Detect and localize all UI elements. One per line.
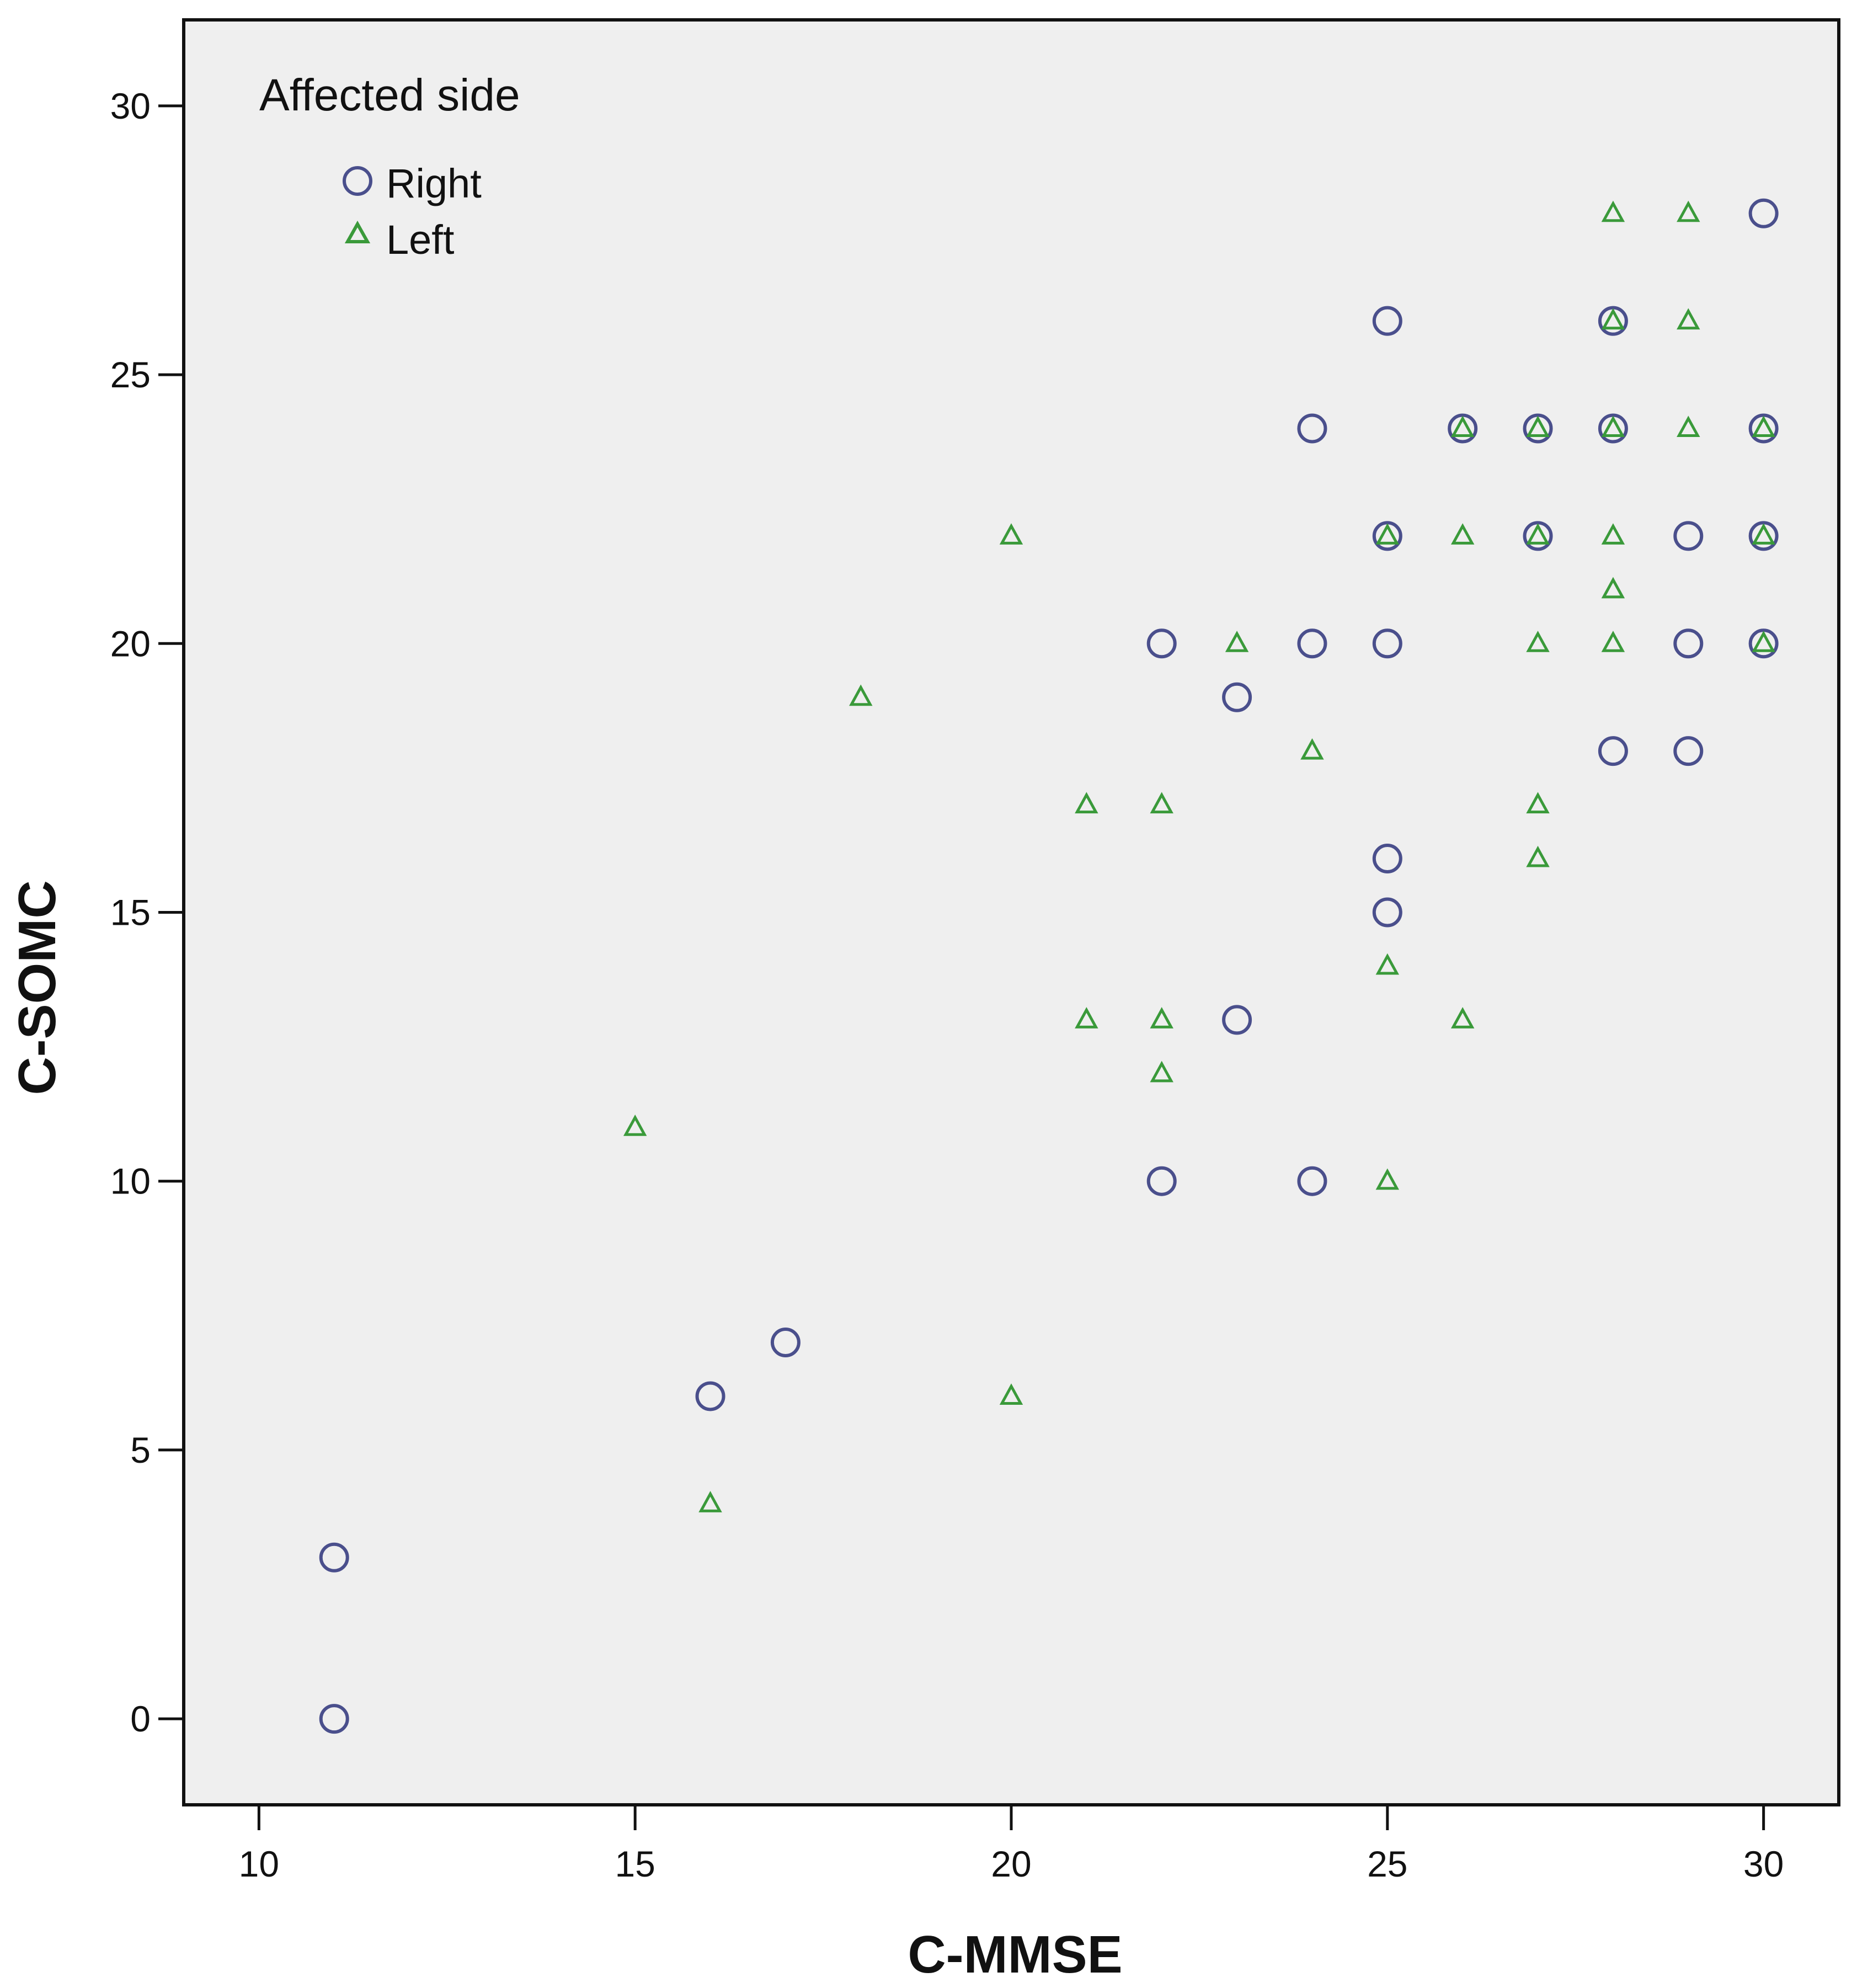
point-right [1598, 306, 1628, 336]
point-right [770, 1328, 801, 1358]
point-right [1222, 1005, 1252, 1035]
point-left [1300, 738, 1324, 760]
point-left [1450, 415, 1475, 438]
point-left [1375, 1168, 1400, 1190]
point-left [1601, 631, 1625, 652]
y-tick-label: 5 [130, 1430, 151, 1470]
point-left [1677, 308, 1700, 330]
point-left [1601, 415, 1625, 438]
x-axis: 10 15 20 25 30 [239, 1805, 1784, 1884]
point-left [999, 523, 1023, 545]
point-right [1146, 628, 1177, 659]
point-right [319, 1704, 349, 1734]
point-left [1375, 523, 1400, 545]
y-tick-label: 15 [110, 892, 151, 933]
point-left [1526, 792, 1550, 814]
x-tick-label: 25 [1367, 1843, 1407, 1884]
y-tick-label: 0 [130, 1698, 151, 1739]
point-right [1372, 844, 1402, 874]
point-left [1150, 1007, 1173, 1028]
x-tick-label: 20 [991, 1843, 1031, 1884]
point-right [1523, 413, 1553, 444]
data-points [319, 198, 1779, 1734]
point-left [1450, 1007, 1475, 1028]
legend-title: Affected side [259, 70, 520, 120]
point-right [1372, 521, 1402, 551]
point-right [1297, 1166, 1327, 1196]
point-right [1748, 521, 1779, 551]
point-left [698, 1491, 722, 1512]
legend-label-right: Right [386, 161, 482, 206]
x-tick-label: 15 [615, 1843, 655, 1884]
y-tick-label: 25 [110, 354, 151, 395]
point-right [1748, 198, 1779, 228]
x-tick-label: 30 [1743, 1843, 1784, 1884]
point-right [1523, 521, 1553, 551]
point-right [1146, 1166, 1177, 1196]
point-right [1673, 628, 1704, 659]
point-right [1372, 306, 1402, 336]
point-right [1598, 736, 1628, 766]
point-left [1526, 845, 1550, 867]
point-right [1598, 413, 1628, 444]
point-left [1677, 415, 1700, 438]
point-right [1297, 413, 1327, 444]
point-left [849, 684, 873, 706]
legend-marker-left [344, 220, 371, 243]
point-left [1225, 631, 1249, 652]
y-tick-label: 10 [110, 1161, 151, 1202]
plot-area [182, 18, 1840, 1806]
point-right [1673, 736, 1704, 766]
point-right [1372, 628, 1402, 659]
point-left [623, 1115, 647, 1136]
legend-label-left: Left [386, 217, 455, 263]
point-left [1752, 415, 1775, 438]
point-right [1748, 413, 1779, 444]
point-right [1448, 413, 1478, 444]
point-left [1601, 523, 1625, 545]
point-left [1375, 953, 1400, 975]
point-left [1752, 523, 1775, 545]
point-left [1075, 1007, 1098, 1028]
point-right [1372, 897, 1402, 928]
legend-marker-right [343, 166, 372, 196]
point-left [1450, 523, 1475, 545]
y-tick-label: 30 [110, 86, 151, 126]
point-left [1752, 631, 1775, 652]
point-left [1150, 1060, 1173, 1083]
y-tick-label: 20 [110, 623, 151, 664]
point-left [1601, 200, 1625, 222]
x-tick-label: 10 [239, 1843, 279, 1884]
point-right [1748, 628, 1779, 659]
x-axis-title: C-MMSE [908, 1925, 1122, 1984]
point-right [1673, 521, 1704, 551]
point-right [1222, 682, 1252, 712]
y-axis: 0 5 10 15 20 25 30 [110, 86, 184, 1739]
point-right [695, 1381, 725, 1411]
point-left [1677, 200, 1700, 222]
point-left [1601, 308, 1625, 330]
y-axis-title: C-SOMC [8, 880, 67, 1095]
point-left [1526, 631, 1550, 652]
point-left [1526, 523, 1550, 545]
point-right [319, 1542, 349, 1573]
point-left [1150, 792, 1173, 814]
point-left [1075, 792, 1098, 814]
point-left [1526, 415, 1550, 438]
point-right [1297, 628, 1327, 659]
legend: Affected side Right Left [259, 70, 520, 263]
point-left [1601, 577, 1625, 599]
point-left [999, 1383, 1023, 1405]
